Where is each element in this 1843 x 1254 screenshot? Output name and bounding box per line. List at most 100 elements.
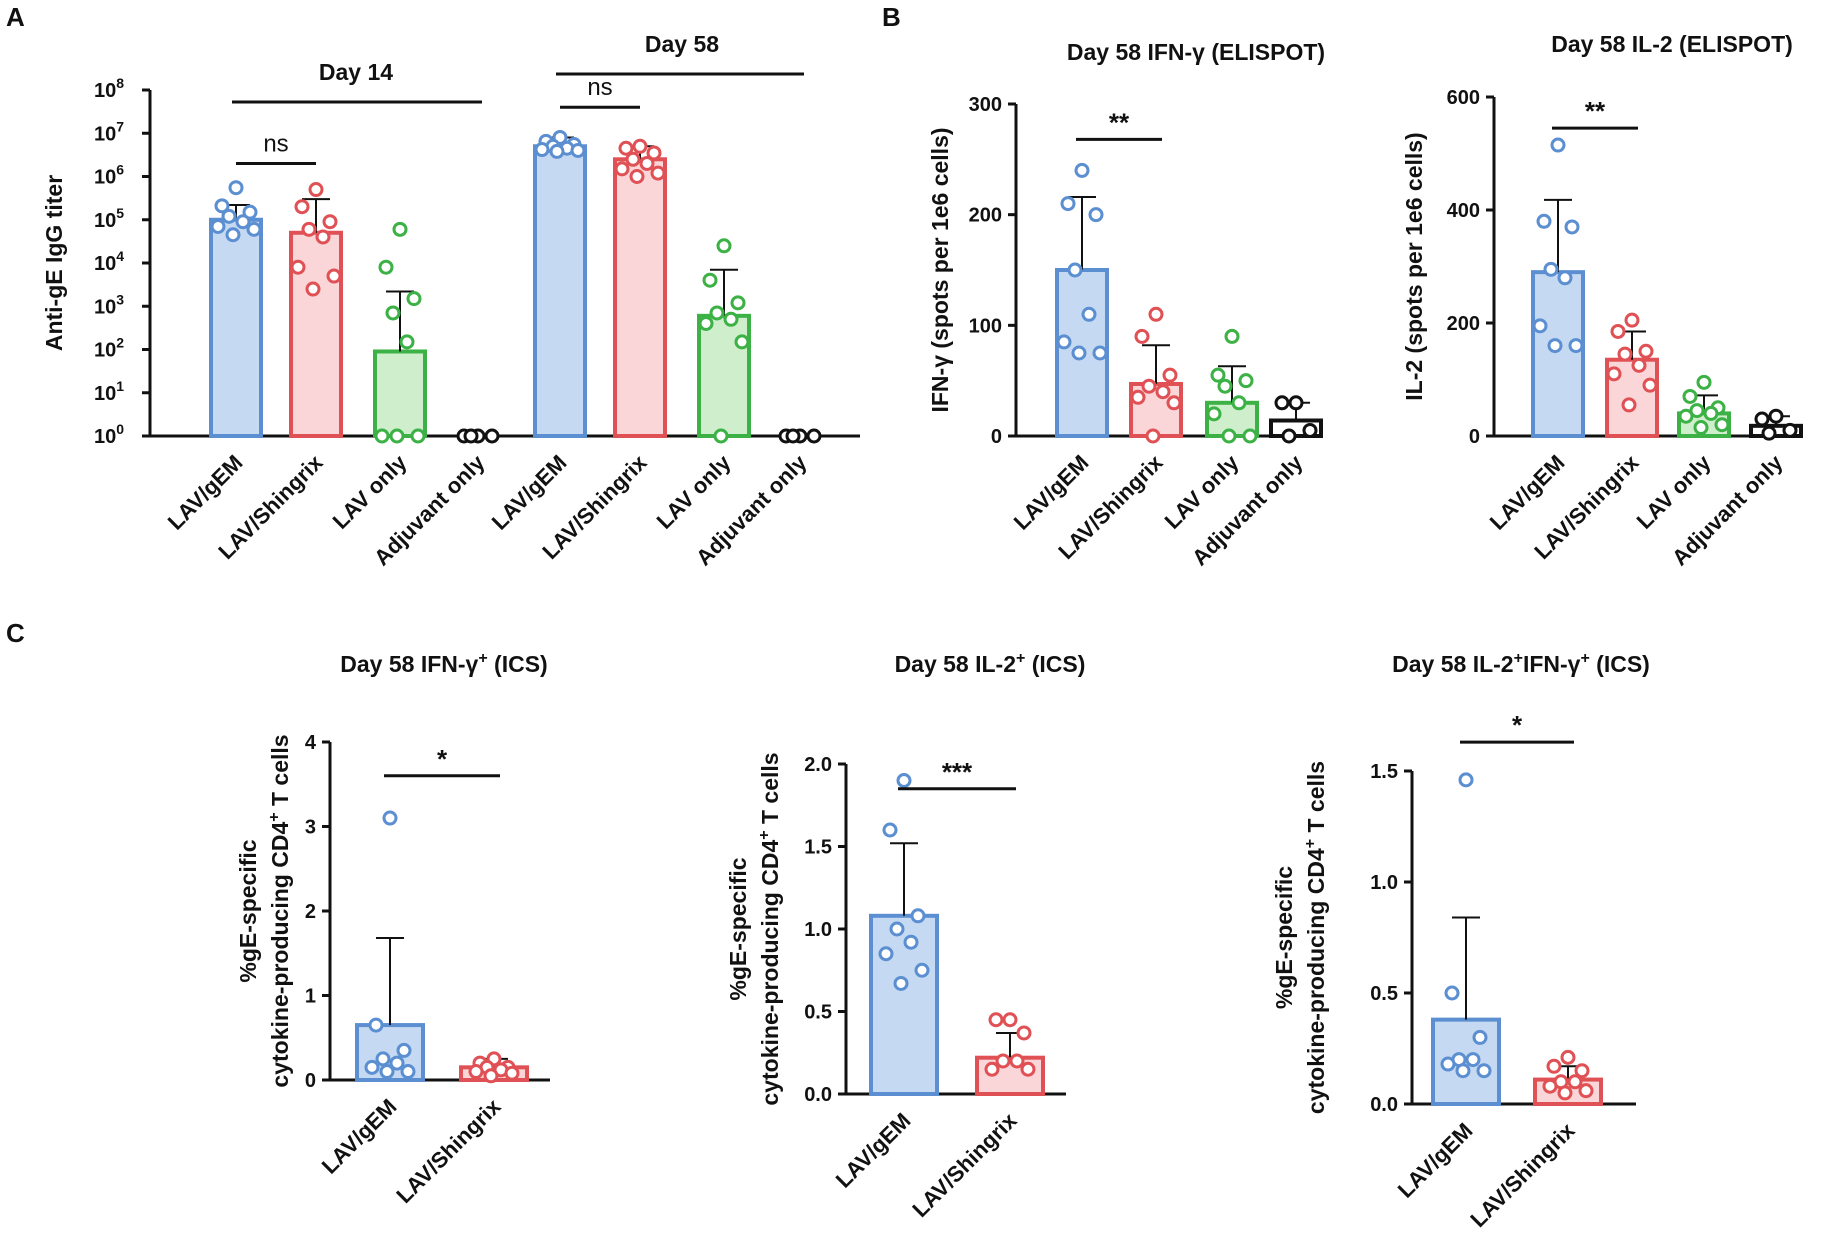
a-y-tick-base: 10 bbox=[94, 210, 116, 232]
c3-y-axis-label-line2: cytokine-producing CD4+ T cells bbox=[1302, 761, 1329, 1114]
b2-data-point bbox=[1543, 261, 1559, 277]
b1-data-point bbox=[1056, 334, 1072, 350]
a-bar bbox=[613, 157, 667, 438]
a-data-point bbox=[290, 259, 306, 275]
a-data-point bbox=[410, 428, 426, 444]
b2-data-point bbox=[1621, 397, 1637, 413]
c3-data-point bbox=[1560, 1049, 1576, 1065]
a-data-point bbox=[785, 428, 801, 444]
b2-data-point bbox=[1557, 270, 1573, 286]
c2-data-point bbox=[903, 934, 919, 950]
c1-y-label-sup: + bbox=[266, 812, 283, 821]
b1-sig-label: ** bbox=[1109, 107, 1130, 137]
b2-bar bbox=[1531, 270, 1585, 438]
c2-y-label-main: cytokine-producing CD4 bbox=[757, 840, 783, 1106]
b1-data-point bbox=[1134, 328, 1150, 344]
b1-category-label: Adjuvant only bbox=[1187, 449, 1308, 570]
b1-data-point bbox=[1210, 367, 1226, 383]
c1-data-point bbox=[382, 810, 398, 826]
c2-data-point bbox=[984, 1061, 1000, 1077]
a-data-point bbox=[221, 208, 237, 224]
a-data-point bbox=[629, 169, 645, 184]
a-data-point bbox=[646, 145, 662, 161]
b2-data-point bbox=[1693, 420, 1709, 436]
a-data-point bbox=[294, 199, 310, 215]
a-category-label: LAV/gEM bbox=[163, 450, 248, 535]
b1-data-point bbox=[1060, 196, 1076, 212]
c2-data-point bbox=[878, 946, 894, 962]
a-y-tick-label: 107 bbox=[94, 118, 124, 145]
b2-data-point bbox=[1536, 213, 1552, 229]
c2-category-label: LAV/Shingrix bbox=[907, 1107, 1022, 1222]
c2-data-point bbox=[882, 822, 898, 838]
a-data-point bbox=[385, 305, 401, 321]
b1-data-point bbox=[1166, 395, 1182, 411]
b1-y-tick-label: 100 bbox=[969, 315, 1002, 337]
b1-data-point bbox=[1162, 367, 1178, 383]
a-data-point bbox=[378, 259, 394, 275]
c3-data-point bbox=[1465, 1052, 1481, 1068]
a-data-point bbox=[214, 198, 230, 214]
c1-data-point bbox=[379, 1064, 395, 1080]
c2-chart-title: Day 58 IL-2+ (ICS) bbox=[895, 650, 1086, 677]
a-data-point bbox=[326, 268, 342, 284]
b2-data-point bbox=[1714, 417, 1730, 433]
b1-data-point bbox=[1081, 306, 1097, 322]
a-y-tick-label: 105 bbox=[94, 205, 124, 232]
b1-data-point bbox=[1141, 378, 1157, 394]
c3-y-tick-label: 0.0 bbox=[1370, 1094, 1398, 1116]
a-y-tick-exponent: 4 bbox=[116, 248, 124, 264]
a-bar bbox=[209, 217, 263, 438]
a-data-point bbox=[702, 272, 718, 288]
b2-y-axis-label: IL-2 (spots per 1e6 cells) bbox=[1401, 132, 1427, 400]
c2-data-point bbox=[995, 1053, 1011, 1069]
c3-y-tick-label: 1.5 bbox=[1370, 761, 1398, 783]
a-y-tick-base: 10 bbox=[94, 167, 116, 189]
b2-data-point bbox=[1682, 388, 1698, 404]
a-group-label-day14: Day 14 bbox=[319, 59, 393, 85]
a-category-label: LAV/gEM bbox=[487, 450, 572, 535]
b2-y-tick-label: 400 bbox=[1447, 200, 1480, 222]
c2-y-axis-label-line2: cytokine-producing CD4+ T cells bbox=[756, 752, 783, 1105]
a-data-point bbox=[549, 143, 565, 159]
b2-data-point bbox=[1703, 405, 1719, 421]
b1-y-axis-label: IFN-γ (spots per 1e6 cells) bbox=[927, 127, 953, 412]
a-data-point bbox=[723, 311, 739, 327]
a-data-point bbox=[210, 218, 226, 234]
c3-y-tick-label: 1.0 bbox=[1370, 872, 1398, 894]
c1-y-tick-label: 1 bbox=[305, 986, 316, 1008]
b1-data-point bbox=[1242, 428, 1258, 444]
b1-data-point bbox=[1092, 345, 1108, 361]
c2-data-point bbox=[988, 1012, 1004, 1028]
c3-data-point bbox=[1458, 772, 1474, 788]
c2-y-axis-label-line1: %gE-specific bbox=[725, 857, 751, 1000]
b2-data-point bbox=[1532, 318, 1548, 334]
c1-data-point bbox=[400, 1064, 416, 1080]
a-y-tick-exponent: 0 bbox=[116, 421, 124, 437]
b1-data-point bbox=[1074, 162, 1090, 178]
c3-category-label: LAV/gEM bbox=[1393, 1118, 1478, 1203]
c3-data-point bbox=[1557, 1085, 1573, 1101]
b2-data-point bbox=[1754, 411, 1770, 427]
b2-data-point bbox=[1624, 312, 1640, 328]
c2-title-main: Day 58 IL-2 bbox=[895, 651, 1016, 677]
c2-data-point bbox=[893, 975, 909, 991]
a-data-point bbox=[235, 214, 251, 230]
c3-data-point bbox=[1472, 1029, 1488, 1045]
b2-data-point bbox=[1782, 422, 1798, 438]
b1-title-main: Day 58 IFN-γ (ELISPOT) bbox=[1067, 39, 1325, 65]
b1-chart-title: Day 58 IFN-γ (ELISPOT) bbox=[1067, 39, 1325, 65]
a-data-point bbox=[716, 238, 732, 254]
a-y-tick-base: 10 bbox=[94, 80, 116, 102]
c3-data-point bbox=[1546, 1058, 1562, 1074]
c2-data-point bbox=[1009, 1053, 1025, 1069]
a-data-point bbox=[713, 428, 729, 444]
b2-data-point bbox=[1761, 425, 1777, 441]
b1-data-point bbox=[1288, 395, 1304, 411]
a-data-point bbox=[639, 155, 655, 171]
a-sig-label: ns bbox=[263, 130, 288, 157]
b2-data-point bbox=[1768, 408, 1784, 424]
a-data-point bbox=[308, 182, 324, 198]
a-y-tick-base: 10 bbox=[94, 383, 116, 405]
